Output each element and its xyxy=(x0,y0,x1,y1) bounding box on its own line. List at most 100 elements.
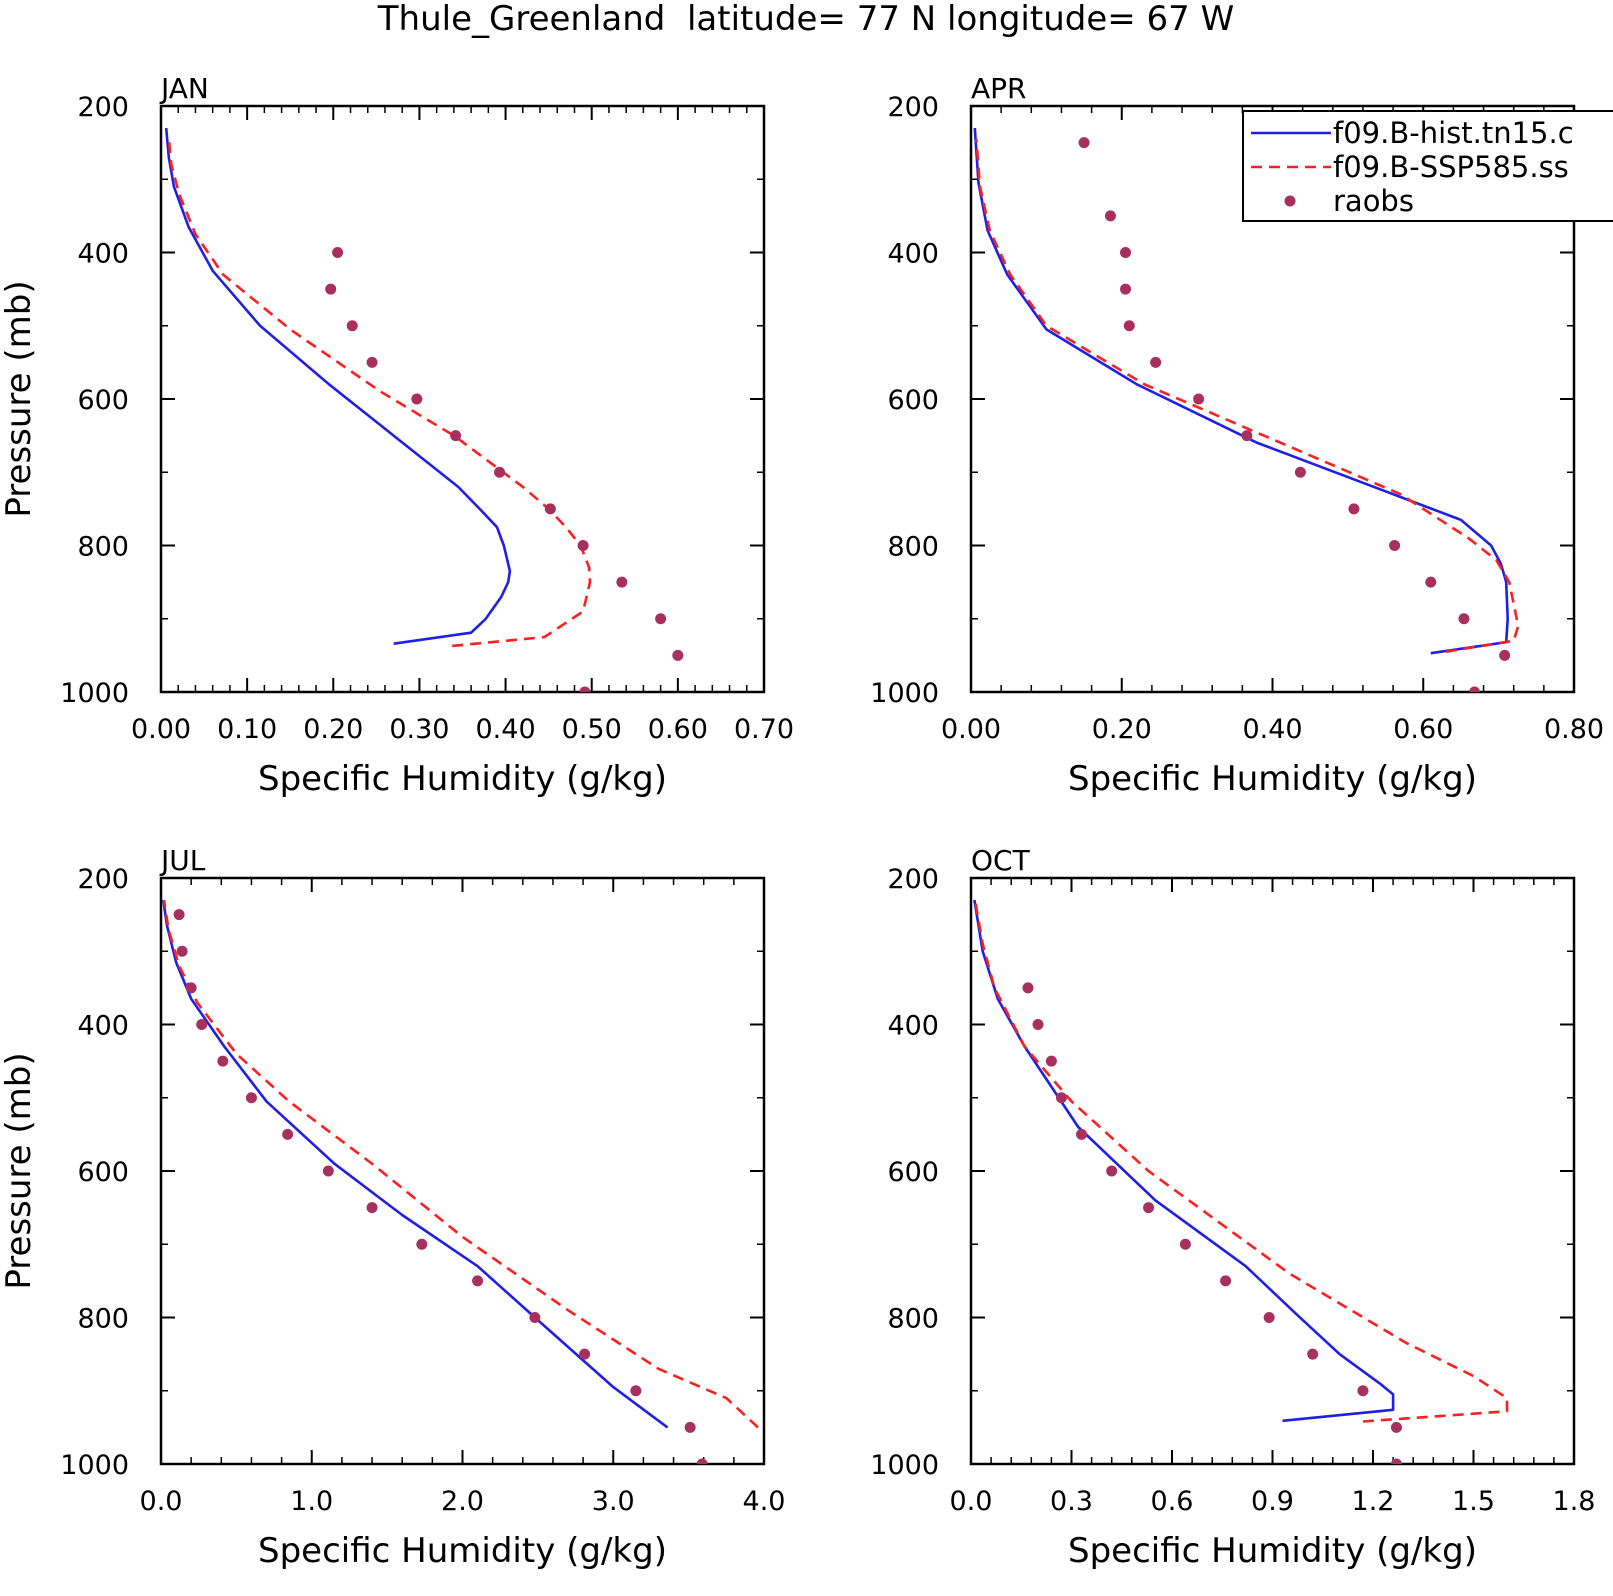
y-tick-label: 400 xyxy=(887,239,939,270)
data-layer xyxy=(973,899,1509,1464)
x-tick-label: 2.0 xyxy=(441,1486,484,1517)
raobs-point xyxy=(616,576,628,588)
raobs-point xyxy=(579,686,591,692)
raobs-point xyxy=(1076,1128,1088,1140)
hist-series-line xyxy=(164,127,512,645)
x-tick-label: 0.60 xyxy=(1393,714,1453,745)
data-layer xyxy=(164,127,684,692)
panel-label: OCT xyxy=(971,844,1031,877)
raobs-point xyxy=(1120,283,1132,295)
raobs-point xyxy=(1106,1165,1118,1177)
raobs-point xyxy=(1390,1421,1402,1433)
raobs-point xyxy=(579,1348,591,1360)
y-axis-label: Pressure (mb) xyxy=(0,1052,39,1289)
raobs-point xyxy=(1032,1019,1044,1030)
x-tick-label: 1.2 xyxy=(1352,1486,1395,1517)
raobs-point xyxy=(1499,649,1511,661)
x-tick-label: 0.60 xyxy=(648,714,708,745)
y-axis-label: Pressure (mb) xyxy=(0,280,39,517)
legend-label: f09.B-SSP585.ss xyxy=(1333,150,1569,184)
raobs-point xyxy=(1045,1055,1057,1067)
x-tick-label: 0.00 xyxy=(941,714,1001,745)
y-tick-label: 1000 xyxy=(870,1450,939,1481)
panel-apr: APR 0.00 0.20 0.40 0.60 0.80 200 400 600 800 1000 S… xyxy=(870,72,1613,799)
x-tick-label: 0.80 xyxy=(1544,714,1604,745)
plot-frame xyxy=(159,104,766,694)
raobs-point xyxy=(366,1202,378,1214)
hist-series-line xyxy=(973,127,1509,655)
y-tick-label: 600 xyxy=(77,1157,129,1188)
hist-series-line xyxy=(162,899,669,1429)
hist-series-line xyxy=(973,899,1395,1423)
x-tick-label: 3.0 xyxy=(592,1486,635,1517)
x-tick-label: 0.6 xyxy=(1151,1486,1194,1517)
x-tick-label: 0.30 xyxy=(389,714,449,745)
y-tick-label: 600 xyxy=(77,385,129,416)
y-tick-label: 800 xyxy=(887,532,939,563)
raobs-point xyxy=(1389,540,1401,551)
figure-title: Thule_Greenland latitude= 77 N longitude… xyxy=(377,0,1234,39)
raobs-point xyxy=(672,649,684,661)
raobs-point xyxy=(196,1019,208,1030)
raobs-point xyxy=(217,1055,229,1067)
raobs-point xyxy=(176,945,188,957)
x-tick-label: 0.70 xyxy=(734,714,794,745)
raobs-point xyxy=(1104,210,1116,222)
raobs-point xyxy=(185,982,197,994)
legend-box xyxy=(1242,110,1613,222)
raobs-point xyxy=(1120,247,1132,258)
panel-label: JUL xyxy=(159,844,206,877)
raobs-point xyxy=(544,503,556,515)
x-tick-label: 1.8 xyxy=(1553,1486,1596,1517)
x-tick-label: 4.0 xyxy=(743,1486,786,1517)
x-axis-label: Specific Humidity (g/kg) xyxy=(258,759,667,799)
x-axis-label: Specific Humidity (g/kg) xyxy=(1068,759,1477,799)
raobs-point xyxy=(1348,503,1360,515)
raobs-point xyxy=(1143,1202,1155,1214)
raobs-point xyxy=(1150,356,1162,368)
raobs-point xyxy=(322,1165,334,1177)
panel-jan: JAN 0.00 0.10 0.20 0.30 0.40 0.50 0.60 0.70 200 40… xyxy=(0,72,794,799)
y-tick-label: 400 xyxy=(887,1011,939,1042)
raobs-point xyxy=(1055,1092,1067,1104)
y-tick-label: 1000 xyxy=(60,678,129,709)
raobs-point xyxy=(450,430,462,442)
raobs-point xyxy=(1469,686,1481,692)
y-tick-label: 200 xyxy=(77,864,129,895)
data-layer xyxy=(162,899,759,1464)
x-tick-label: 0.10 xyxy=(217,714,277,745)
legend-label: raobs xyxy=(1333,184,1414,218)
raobs-point xyxy=(529,1312,541,1323)
raobs-point xyxy=(1241,430,1253,442)
raobs-point xyxy=(1220,1275,1232,1287)
raobs-point xyxy=(1179,1238,1191,1250)
raobs-point xyxy=(1123,320,1135,332)
x-tick-label: 0.40 xyxy=(1242,714,1302,745)
raobs-point xyxy=(472,1275,484,1287)
y-tick-label: 400 xyxy=(77,1011,129,1042)
y-tick-label: 400 xyxy=(77,239,129,270)
y-tick-label: 1000 xyxy=(870,678,939,709)
raobs-point xyxy=(1458,613,1470,625)
x-tick-label: 0.9 xyxy=(1251,1486,1294,1517)
x-axis-label: Specific Humidity (g/kg) xyxy=(1068,1531,1477,1571)
raobs-point xyxy=(332,247,344,258)
y-tick-label: 200 xyxy=(887,92,939,123)
y-tick-label: 800 xyxy=(77,532,129,563)
raobs-point xyxy=(366,356,378,368)
x-tick-label: 1.0 xyxy=(290,1486,333,1517)
raobs-point xyxy=(346,320,358,332)
raobs-point xyxy=(1294,466,1306,478)
panel-label: APR xyxy=(971,72,1027,105)
x-tick-label: 0.0 xyxy=(140,1486,183,1517)
x-tick-label: 0.50 xyxy=(562,714,622,745)
x-tick-label: 0.3 xyxy=(1050,1486,1093,1517)
y-tick-label: 1000 xyxy=(60,1450,129,1481)
raobs-point xyxy=(416,1238,428,1250)
raobs-point xyxy=(1022,982,1034,994)
raobs-point xyxy=(1425,576,1437,588)
y-tick-label: 200 xyxy=(77,92,129,123)
y-tick-label: 200 xyxy=(887,864,939,895)
raobs-point xyxy=(325,283,337,295)
